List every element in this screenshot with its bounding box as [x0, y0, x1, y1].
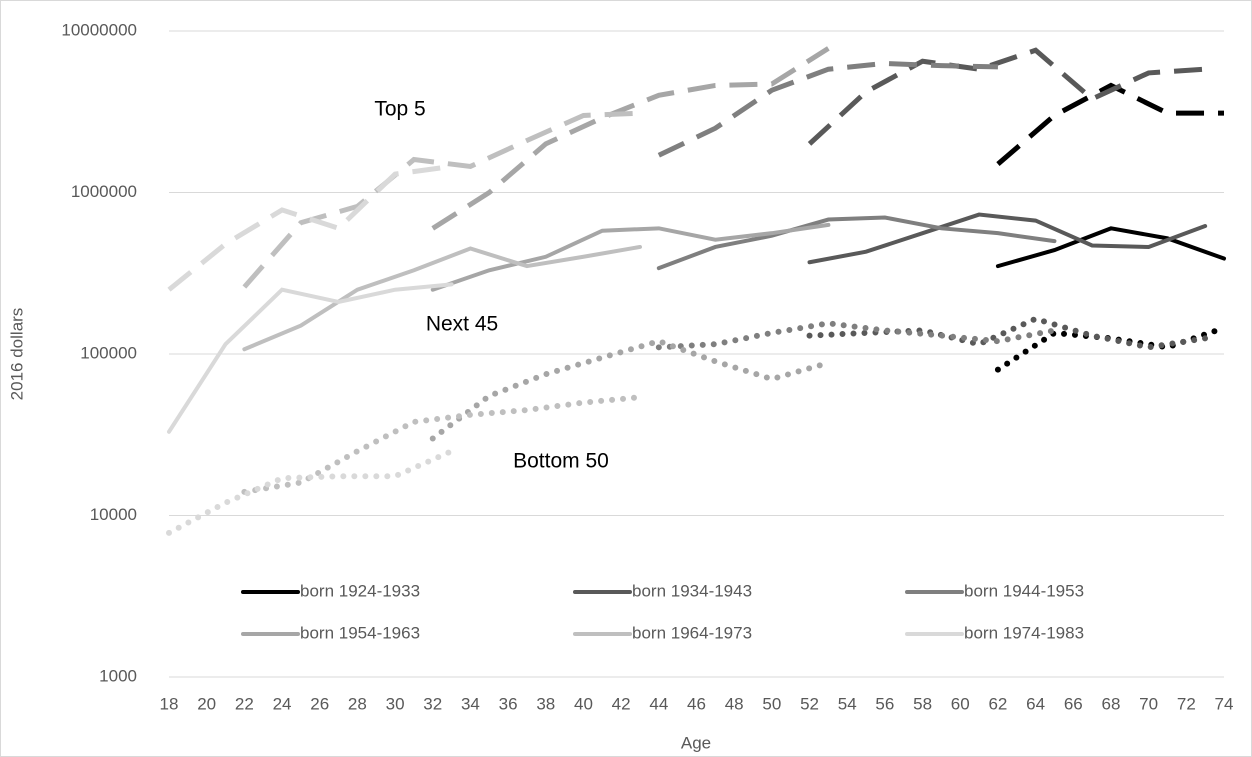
series-line: [806, 315, 1209, 351]
x-tick-label: 52: [800, 694, 819, 713]
y-tick-label: 10000: [90, 505, 137, 524]
x-tick-label: 66: [1064, 694, 1083, 713]
series-line: [807, 212, 1208, 265]
group-label: Bottom 50: [513, 450, 609, 473]
y-tick-label: 10000000: [61, 20, 137, 39]
legend-label: born 1954-1963: [300, 623, 420, 642]
x-tick-label: 24: [273, 694, 292, 713]
y-tick-label: 1000: [99, 666, 137, 685]
x-axis-label: Age: [681, 733, 711, 752]
x-tick-label: 42: [612, 694, 631, 713]
x-tick-label: 68: [1102, 694, 1121, 713]
x-tick-label: 70: [1139, 694, 1158, 713]
x-tick-label: 28: [348, 694, 367, 713]
x-tick-label: 58: [913, 694, 932, 713]
series-line: [242, 244, 642, 352]
series-line: [995, 226, 1226, 269]
series-line: [807, 47, 1206, 146]
series-line: [994, 324, 1227, 373]
x-tick-label: 38: [536, 694, 555, 713]
x-tick-label: 36: [499, 694, 518, 713]
group-label: Next 45: [426, 313, 498, 336]
series-line: [167, 282, 454, 434]
x-tick-label: 48: [725, 694, 744, 713]
y-tick-label: 1000000: [71, 182, 137, 201]
x-tick-label: 44: [649, 694, 668, 713]
x-tick-label: 30: [386, 694, 405, 713]
x-tick-label: 34: [461, 694, 480, 713]
series-line: [430, 222, 831, 292]
series-line: [656, 215, 1057, 271]
x-tick-label: 18: [160, 694, 179, 713]
x-tick-label: 32: [423, 694, 442, 713]
legend-label: born 1964-1973: [632, 623, 752, 642]
series-line: [996, 82, 1224, 166]
legend-label: born 1924-1933: [300, 581, 420, 600]
series-line: [431, 46, 830, 231]
legend-label: born 1974-1983: [964, 623, 1084, 642]
series-line: [166, 448, 455, 536]
x-tick-label: 72: [1177, 694, 1196, 713]
series-line: [655, 320, 1058, 351]
x-tick-label: 22: [235, 694, 254, 713]
y-tick-label: 100000: [80, 343, 137, 362]
y-axis-label: 2016 dollars: [7, 308, 26, 401]
series-line: [429, 338, 832, 442]
x-tick-label: 20: [197, 694, 216, 713]
x-tick-label: 54: [838, 694, 857, 713]
x-tick-label: 46: [687, 694, 706, 713]
group-label: Top 5: [374, 98, 425, 121]
legend-label: born 1934-1943: [632, 581, 752, 600]
x-tick-label: 26: [310, 694, 329, 713]
x-tick-label: 62: [988, 694, 1007, 713]
series-line: [657, 60, 998, 158]
x-tick-label: 40: [574, 694, 593, 713]
x-tick-label: 50: [762, 694, 781, 713]
x-tick-label: 60: [951, 694, 970, 713]
x-tick-label: 74: [1215, 694, 1234, 713]
x-tick-label: 56: [875, 694, 894, 713]
x-tick-label: 64: [1026, 694, 1045, 713]
series-line: [167, 163, 452, 292]
legend-label: born 1944-1953: [964, 581, 1084, 600]
